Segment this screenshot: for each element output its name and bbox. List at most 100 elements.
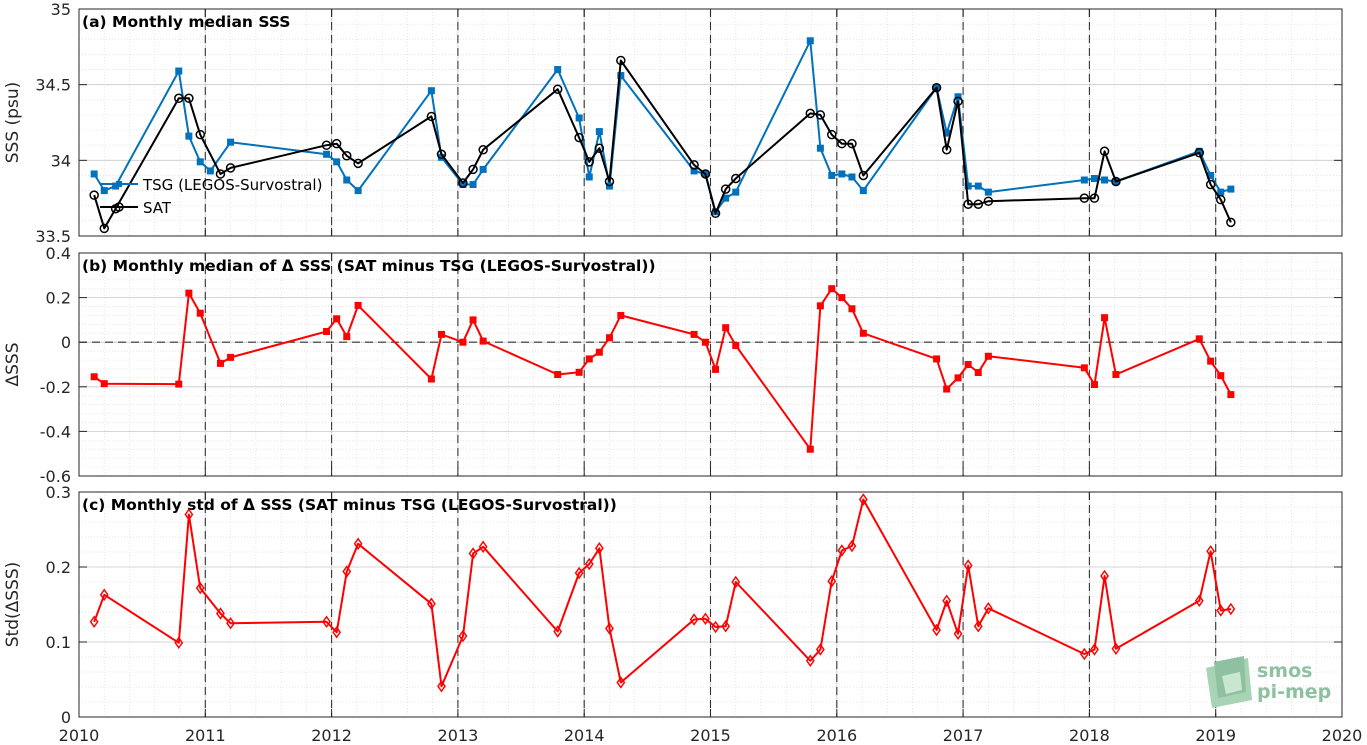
data-point xyxy=(175,380,183,388)
data-point xyxy=(353,158,363,169)
y-tick-label: 0.3 xyxy=(46,483,71,502)
data-point xyxy=(1099,146,1110,157)
data-point xyxy=(604,176,615,187)
x-tick-label: 2020 xyxy=(1322,726,1363,745)
data-point xyxy=(184,508,194,521)
data-point xyxy=(426,597,436,611)
legend: TSG (LEGOS-Survostral) SAT xyxy=(100,176,322,217)
data-point xyxy=(227,138,235,146)
data-point xyxy=(933,355,941,363)
data-point xyxy=(594,143,605,153)
logo-text-line2: pi-mep xyxy=(1257,681,1331,703)
data-point xyxy=(184,93,194,104)
data-point xyxy=(838,170,846,178)
data-point xyxy=(1112,371,1120,379)
data-point xyxy=(858,170,869,181)
y-tick-label: 0 xyxy=(61,333,71,352)
data-point xyxy=(828,285,836,293)
data-point xyxy=(942,594,952,608)
x-tick-label: 2011 xyxy=(185,726,226,745)
data-point xyxy=(984,352,992,360)
data-point xyxy=(174,636,184,650)
data-point xyxy=(426,111,437,122)
data-point xyxy=(575,114,583,122)
data-point xyxy=(1205,179,1216,190)
panel-title: (c) Monthly std of Δ SSS (SAT minus TSG … xyxy=(82,496,617,514)
data-point xyxy=(984,188,992,196)
data-point xyxy=(805,108,816,119)
data-point xyxy=(427,375,435,383)
data-point xyxy=(437,679,446,693)
smos-pi-mep-logo: smos pi-mep xyxy=(1206,656,1331,708)
data-point xyxy=(848,173,856,181)
data-point xyxy=(331,138,342,149)
data-point xyxy=(1226,602,1236,616)
data-point xyxy=(554,371,562,379)
data-point xyxy=(848,305,856,313)
data-point xyxy=(1101,314,1109,322)
panel-3: 0 0.1 0.2 0.3 Std(ΔSSS) (c) Monthly std of Δ … xyxy=(3,483,1343,727)
data-point xyxy=(342,151,352,161)
data-point xyxy=(1100,569,1109,583)
y-tick-label: 34 xyxy=(51,151,71,170)
data-point xyxy=(828,171,836,179)
data-point xyxy=(859,329,867,337)
data-point xyxy=(574,132,584,143)
panel-title: (a) Monthly median SSS xyxy=(82,13,290,31)
y-tick-label: 33.5 xyxy=(35,227,71,246)
legend-marker xyxy=(114,202,124,212)
data-point xyxy=(806,37,814,45)
data-point xyxy=(99,223,110,234)
data-point xyxy=(731,575,741,589)
data-point xyxy=(815,110,826,120)
logo-mark-icon xyxy=(1206,656,1252,708)
data-point xyxy=(99,588,109,602)
y-tick-label: -0.2 xyxy=(40,378,71,397)
y-tick-label: 0 xyxy=(61,708,71,727)
data-point xyxy=(216,359,224,367)
data-point xyxy=(90,373,98,381)
data-point xyxy=(732,342,740,350)
data-point xyxy=(185,289,193,297)
data-point xyxy=(721,619,731,633)
data-point xyxy=(595,128,603,136)
y-axis-label: SSS (psu) xyxy=(3,82,23,163)
panel-title: (b) Monthly median of Δ SSS (SAT minus T… xyxy=(82,257,656,275)
data-point xyxy=(1090,381,1098,389)
data-point xyxy=(436,149,447,160)
data-point xyxy=(584,557,594,571)
data-point xyxy=(90,170,98,178)
data-point xyxy=(353,537,363,551)
minor-grid xyxy=(79,492,1342,717)
data-point xyxy=(459,338,467,346)
data-point xyxy=(195,581,205,595)
data-point xyxy=(478,540,488,554)
data-point xyxy=(575,368,583,376)
data-point xyxy=(196,158,204,166)
data-point xyxy=(437,330,445,338)
data-point xyxy=(973,199,984,209)
data-point xyxy=(1080,364,1088,372)
data-point xyxy=(554,66,562,74)
data-point xyxy=(216,607,225,620)
data-point xyxy=(859,187,867,195)
data-point xyxy=(323,327,331,335)
series-line xyxy=(93,59,1232,230)
data-point xyxy=(731,173,741,184)
panel-1: 33.5 34 34.5 35 SSS (psu) (a) Monthly median … xyxy=(3,0,1343,246)
data-point xyxy=(1101,176,1109,184)
data-point xyxy=(469,181,477,189)
legend-label: SAT xyxy=(143,199,172,217)
data-point xyxy=(1217,372,1225,380)
legend-marker xyxy=(116,181,122,187)
data-point xyxy=(816,144,824,152)
data-point xyxy=(185,132,193,140)
data-point xyxy=(1207,357,1215,365)
data-point xyxy=(858,493,868,506)
x-tick-label: 2012 xyxy=(311,726,352,745)
data-point xyxy=(1194,594,1204,608)
data-point xyxy=(827,574,837,588)
y-tick-label: -0.4 xyxy=(40,422,71,441)
data-point xyxy=(732,188,740,196)
